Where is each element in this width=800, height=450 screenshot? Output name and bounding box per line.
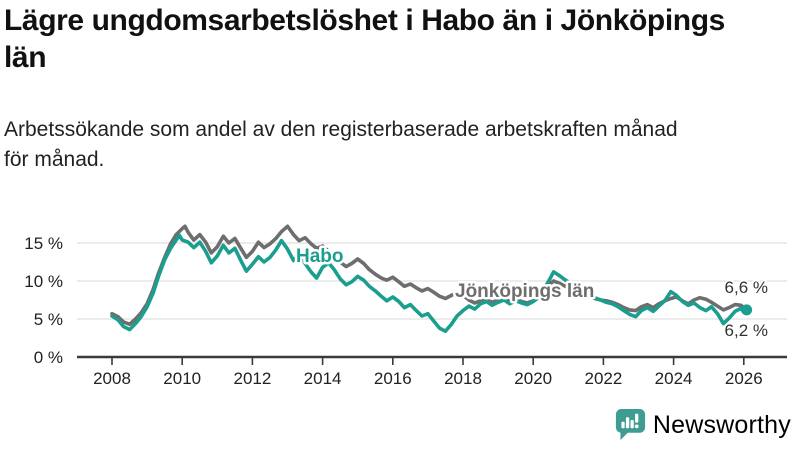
chart-subtitle-line2: för månad. [4, 148, 105, 171]
x-tick-label: 2022 [584, 369, 622, 388]
y-tick-label: 0 % [34, 348, 63, 367]
x-tick-label: 2014 [304, 369, 342, 388]
series-line-habo [110, 233, 749, 334]
y-tick-label: 10 % [24, 272, 63, 291]
newsworthy-logo: Newsworthy [615, 408, 791, 442]
series-lines [110, 224, 749, 334]
page-title: Lägre ungdomsarbetslöshet i Habo än i Jö… [4, 2, 796, 76]
series-labels: Habo Jönköpings län [294, 244, 597, 305]
end-value-label-habo: 6,2 % [725, 321, 768, 340]
chart-subtitle-line1: Arbetssökande som andel av den registerb… [4, 118, 678, 141]
axes: 0 % 5 % 10 % 15 % 2008 2010 2012 2014 2016 2018 20… [24, 234, 787, 388]
x-tick-label: 2008 [93, 369, 131, 388]
x-tick-label: 2024 [655, 369, 693, 388]
y-tick-label: 5 % [34, 310, 63, 329]
mini-bar-chart-glyph [621, 413, 639, 429]
gridlines [77, 242, 787, 320]
series-line-j-nk-pings-l-n [110, 224, 749, 327]
page-title-line2: län [4, 41, 47, 74]
y-tick-label: 15 % [24, 234, 63, 253]
x-tick-label: 2018 [444, 369, 482, 388]
series-label-jonkopings-lan: Jönköpings län [455, 281, 594, 302]
end-value-label-jonkopings-lan: 6,6 % [725, 278, 768, 297]
chart-subtitle: Arbetssökande som andel av den registerb… [4, 115, 796, 175]
page-title-line1: Lägre ungdomsarbetslöshet i Habo än i Jö… [4, 4, 725, 37]
logo-text: Newsworthy [652, 410, 791, 439]
x-tick-label: 2016 [374, 369, 412, 388]
x-tick-label: 2010 [163, 369, 201, 388]
x-tick-label: 2020 [514, 369, 552, 388]
end-dots [741, 304, 753, 316]
series-label-habo: Habo [296, 246, 344, 267]
end-value-labels: 6,6 % 6,2 % [723, 276, 770, 342]
newsworthy-bubble-chart-icon [615, 409, 645, 441]
x-tick-label: 2026 [725, 369, 763, 388]
end-dot-habo [741, 304, 753, 316]
x-tick-label: 2012 [233, 369, 271, 388]
